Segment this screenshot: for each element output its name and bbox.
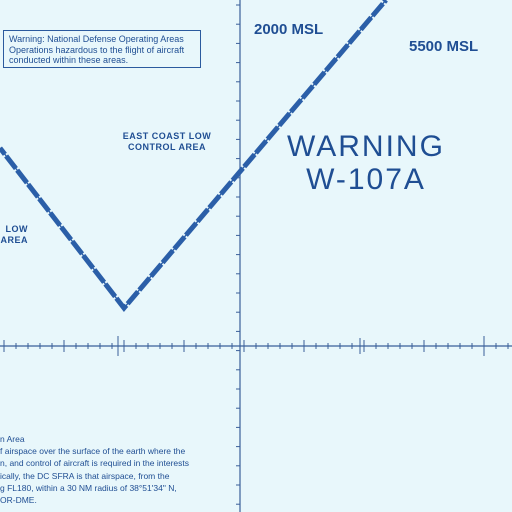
area-label-line: CONTROL AREA bbox=[128, 142, 206, 152]
area-label-line: AREA bbox=[0, 235, 28, 245]
altitude-label-right: 5500 MSL bbox=[409, 38, 479, 55]
sfra-text-line: f airspace over the surface of the earth… bbox=[0, 446, 186, 457]
area-label-line: LOW bbox=[5, 224, 28, 234]
east-coast-low-control-area-label: EAST COAST LOW CONTROL AREA bbox=[110, 131, 224, 153]
warning-area-title: WARNING bbox=[287, 130, 445, 163]
warning-note-line: Warning: National Defense Operating Area… bbox=[9, 34, 184, 44]
sfra-text-line: OR-DME. bbox=[0, 495, 37, 506]
warning-note-line: conducted within these areas. bbox=[9, 55, 129, 65]
warning-note-box: Warning: National Defense Operating Area… bbox=[3, 30, 201, 68]
area-label-line: EAST COAST LOW bbox=[122, 131, 212, 141]
warning-note-line: Operations hazardous to the flight of ai… bbox=[9, 44, 185, 55]
sfra-description-text: n Area f airspace over the surface of th… bbox=[0, 433, 212, 506]
warning-area-boundary bbox=[0, 0, 389, 313]
sfra-text-line: ically, the DC SFRA is that airspace, fr… bbox=[0, 470, 170, 481]
clipped-area-label: LOW AREA bbox=[0, 224, 28, 246]
sfra-text-line: n, and control of aircraft is required i… bbox=[0, 458, 189, 469]
warning-area-id: W-107A bbox=[306, 163, 426, 196]
sfra-text-line: n Area bbox=[0, 434, 25, 444]
altitude-label-left: 2000 MSL bbox=[254, 21, 324, 38]
sfra-text-line: g FL180, within a 30 NM radius of 38°51'… bbox=[0, 482, 177, 493]
warning-area-label: WARNING W-107A bbox=[274, 130, 458, 196]
